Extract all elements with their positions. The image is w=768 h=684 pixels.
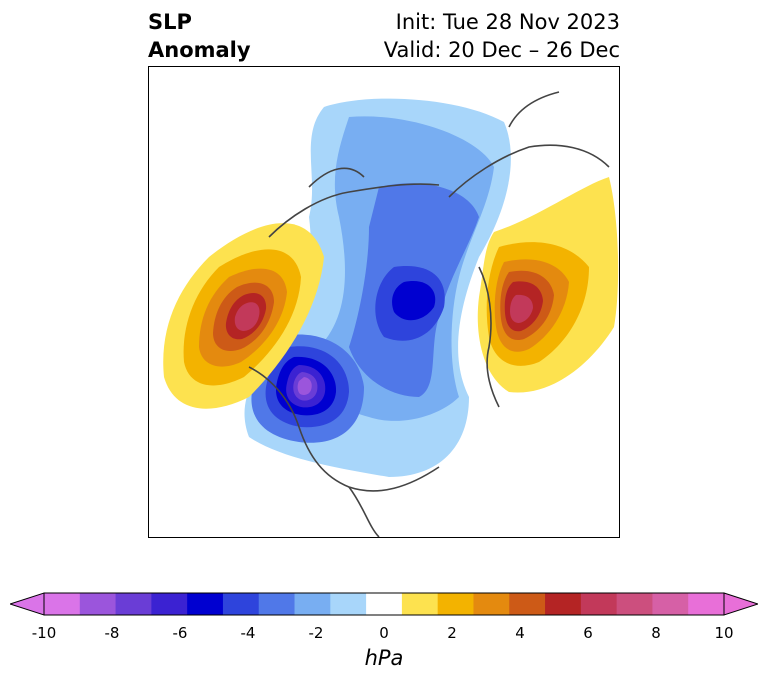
colorbar-tick-label: -8 xyxy=(104,624,120,642)
colorbar-swatch xyxy=(688,593,725,615)
colorbar-tick-label: 0 xyxy=(379,624,389,642)
map-dates: Init: Tue 28 Nov 2023 Valid: 20 Dec – 26… xyxy=(384,8,620,64)
colorbar-swatch xyxy=(222,593,260,615)
colorbar-swatch xyxy=(330,593,367,615)
colorbar-swatch xyxy=(79,593,117,615)
valid-range: Valid: 20 Dec – 26 Dec xyxy=(383,38,620,62)
colorbar-swatch xyxy=(115,593,152,615)
anomaly-map xyxy=(148,66,620,538)
title-variable: SLP xyxy=(148,10,192,34)
colorbar-tick-label: 2 xyxy=(447,624,457,642)
init-date: Init: Tue 28 Nov 2023 xyxy=(395,10,620,34)
title-anomaly: Anomaly xyxy=(148,38,251,62)
colorbar-swatch xyxy=(401,593,439,615)
colorbar-border xyxy=(43,592,725,616)
colorbar-unit: hPa xyxy=(364,646,404,670)
map-title: SLP Anomaly xyxy=(148,8,251,64)
colorbar-swatch xyxy=(473,593,510,615)
colorbar-swatch xyxy=(187,593,224,615)
colorbar-extend-right xyxy=(723,592,758,616)
colorbar xyxy=(10,590,758,620)
map-canvas xyxy=(163,91,619,537)
colorbar-tick-label: 6 xyxy=(583,624,593,642)
colorbar-graphic xyxy=(10,592,758,616)
colorbar-tick-label: -2 xyxy=(308,624,324,642)
colorbar-swatch xyxy=(151,593,188,615)
colorbar-tick-label: 8 xyxy=(651,624,661,642)
colorbar-swatch xyxy=(545,593,582,615)
colorbar-swatch xyxy=(437,593,474,615)
colorbar-ticks: -10 -8 -6 -4 -2 0 2 4 6 8 10 xyxy=(0,624,768,644)
colorbar-tick-label: 10 xyxy=(714,624,734,642)
colorbar-tick-label: -4 xyxy=(240,624,256,642)
colorbar-swatch xyxy=(294,593,331,615)
colorbar-swatch xyxy=(44,593,81,615)
colorbar-swatch xyxy=(509,593,546,615)
colorbar-tick-label: -10 xyxy=(31,624,57,642)
anomaly-shading xyxy=(163,98,619,477)
colorbar-tick-label: 4 xyxy=(515,624,525,642)
colorbar-swatch xyxy=(616,593,653,615)
colorbar-swatch xyxy=(366,593,403,615)
colorbar-tick-label: -6 xyxy=(172,624,188,642)
colorbar-extend-left xyxy=(10,592,45,616)
colorbar-swatch xyxy=(258,593,296,615)
coastlines xyxy=(248,91,610,537)
colorbar-swatch xyxy=(580,593,618,615)
colorbar-swatch xyxy=(652,593,689,615)
